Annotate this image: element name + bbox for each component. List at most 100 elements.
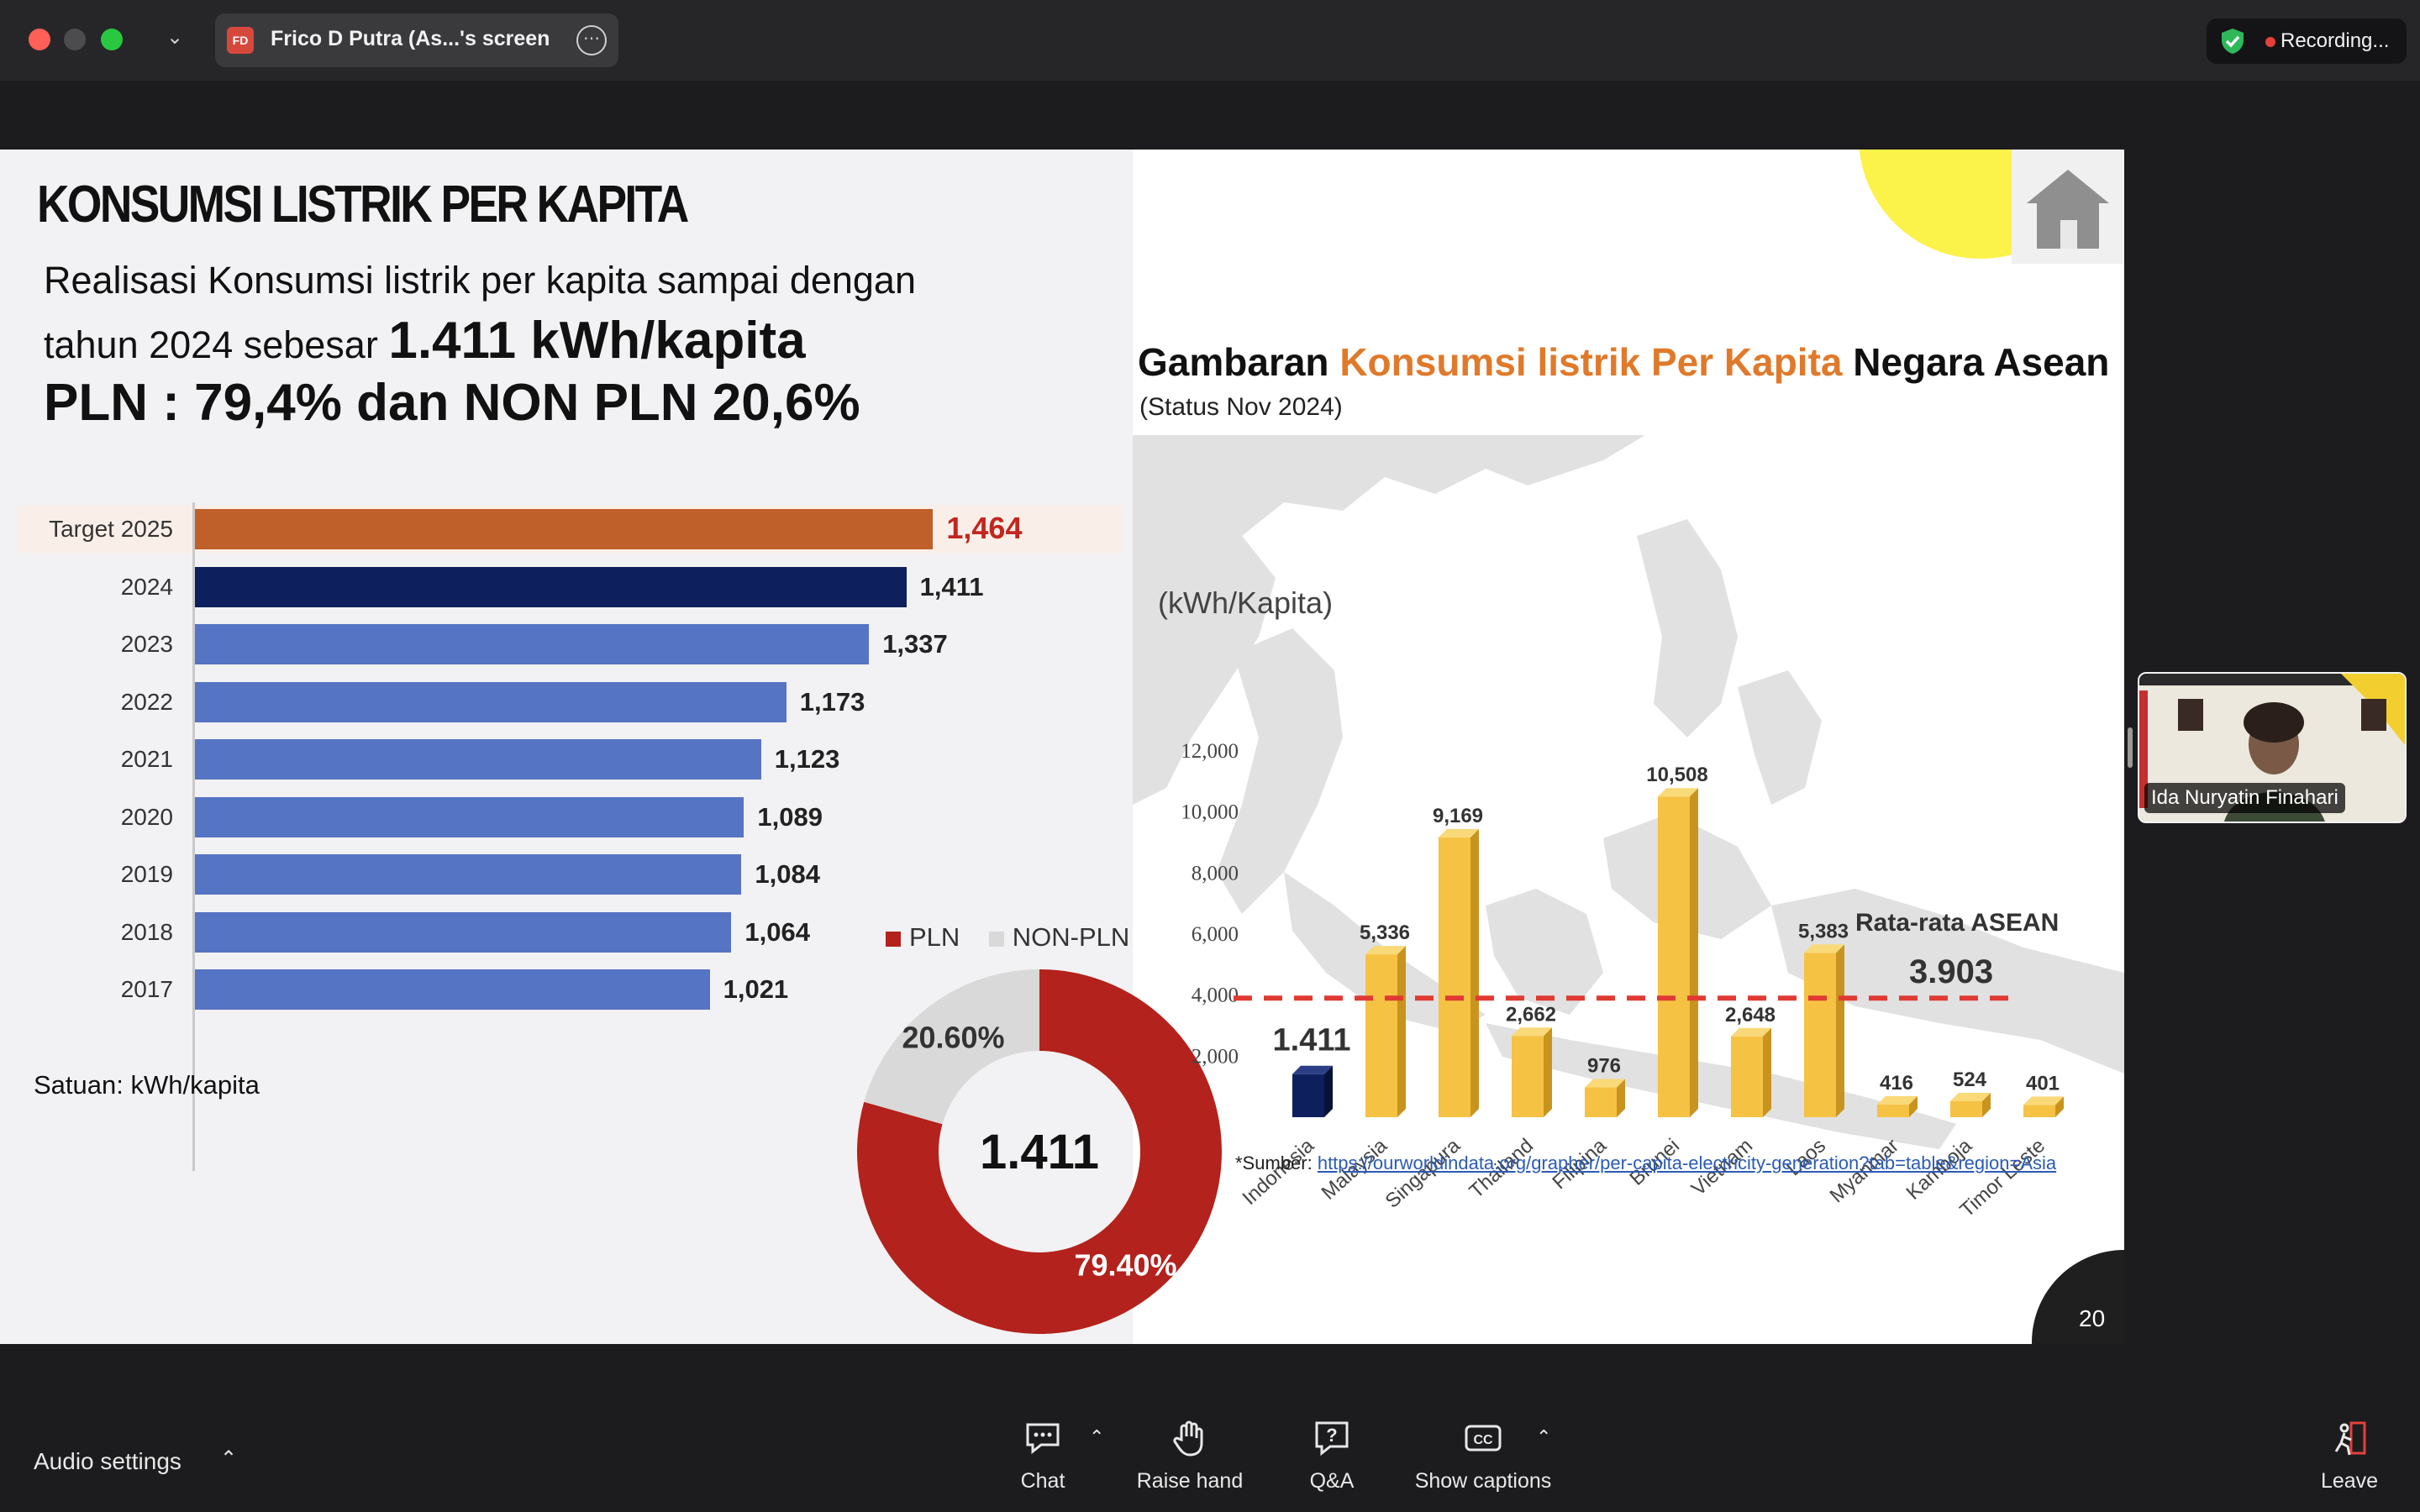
minimize-window-button[interactable] bbox=[64, 29, 86, 50]
bar-mark bbox=[195, 911, 732, 953]
column-bar-top bbox=[1585, 1079, 1625, 1088]
leave-label: Leave bbox=[2320, 1469, 2379, 1493]
svg-text:?: ? bbox=[1326, 1425, 1337, 1446]
screen-share-indicator[interactable]: FD Frico D Putra (As...'s screen ⋯ bbox=[215, 13, 618, 67]
recording-dot-icon bbox=[2265, 37, 2275, 47]
question-icon: ? bbox=[1315, 1421, 1349, 1457]
bar-category-label: 2023 bbox=[120, 631, 173, 657]
chat-caret-icon[interactable]: ⌃ bbox=[1089, 1426, 1105, 1447]
y-tick-label: 12,000 bbox=[1181, 740, 1239, 763]
legend-swatch-pln bbox=[886, 931, 901, 947]
y-tick-label: 4,000 bbox=[1192, 984, 1239, 1007]
asean-title-part-b: Konsumsi listrik Per Kapita bbox=[1339, 340, 1843, 384]
raise-hand-button[interactable]: Raise hand bbox=[1131, 1418, 1249, 1494]
bar-mark bbox=[195, 969, 710, 1010]
column-bar-side bbox=[1909, 1095, 1918, 1117]
bar-mark bbox=[195, 796, 744, 837]
recording-indicator[interactable]: Recording... bbox=[2207, 18, 2407, 64]
column-bar-side bbox=[1617, 1079, 1625, 1117]
bar-value-label: 1,337 bbox=[882, 629, 948, 659]
bar-mark bbox=[195, 509, 934, 549]
recording-label: Recording... bbox=[2281, 29, 2390, 52]
bar-category-label: 2024 bbox=[120, 573, 173, 600]
chat-button[interactable]: Chat bbox=[1005, 1418, 1081, 1494]
page-number: 20 bbox=[2079, 1305, 2106, 1331]
qa-label: Q&A bbox=[1309, 1469, 1355, 1493]
donut-value-label: 20.60% bbox=[902, 1020, 1004, 1054]
bar-chart-axis bbox=[192, 502, 195, 1171]
column-bar-side bbox=[1470, 828, 1479, 1117]
chevron-down-icon[interactable]: ⌄ bbox=[166, 26, 184, 49]
bar-value-label: 1,064 bbox=[744, 916, 810, 947]
column-bar bbox=[1658, 796, 1690, 1117]
column-value-label: 416 bbox=[1880, 1072, 1913, 1095]
column-bar bbox=[1365, 954, 1397, 1117]
maximize-window-button[interactable] bbox=[101, 29, 123, 50]
column-bar-side bbox=[1690, 788, 1698, 1117]
captions-caret-icon[interactable]: ⌃ bbox=[1536, 1426, 1552, 1447]
bar-value-label: 1,123 bbox=[774, 744, 840, 774]
bar-value-label: 1,411 bbox=[919, 571, 984, 601]
closed-captions-icon: CC bbox=[1465, 1425, 1502, 1452]
column-bar bbox=[2023, 1105, 2055, 1117]
column-value-label: 2,648 bbox=[1725, 1004, 1776, 1026]
raise-hand-label: Raise hand bbox=[1136, 1469, 1244, 1493]
slide-subtitle-line1: Realisasi Konsumsi listrik per kapita sa… bbox=[44, 259, 916, 302]
y-tick-label: 8,000 bbox=[1192, 862, 1239, 885]
chat-icon bbox=[1026, 1423, 1060, 1455]
source-note: *Sumber: https://ourworldindata.org/grap… bbox=[1235, 1152, 2056, 1174]
column-value-label: 976 bbox=[1587, 1055, 1621, 1078]
column-bar bbox=[1950, 1100, 1982, 1117]
bar-category-label: 2022 bbox=[120, 688, 173, 715]
legend-pln: PLN bbox=[909, 922, 960, 952]
column-bar-side bbox=[1836, 944, 1844, 1117]
source-prefix: *Sumber: bbox=[1235, 1152, 1318, 1173]
column-bar bbox=[1439, 837, 1470, 1117]
column-bar bbox=[1512, 1036, 1544, 1117]
column-value-label: 524 bbox=[1953, 1068, 1987, 1091]
column-bar bbox=[1877, 1104, 1909, 1117]
tile-drag-handle[interactable] bbox=[2128, 727, 2133, 768]
column-bar-top bbox=[1658, 788, 1698, 797]
column-bar bbox=[1804, 953, 1836, 1117]
sharer-avatar: FD bbox=[227, 27, 254, 54]
asean-title-part-a: Gambaran bbox=[1138, 340, 1340, 384]
close-window-button[interactable] bbox=[29, 29, 50, 50]
bar-category-label: 2019 bbox=[120, 861, 173, 887]
bar-mark bbox=[195, 681, 786, 722]
show-captions-button[interactable]: CC Show captions bbox=[1412, 1418, 1555, 1494]
pln-share-donut-chart: 79.40% 20.60% 1.411 bbox=[857, 969, 1222, 1334]
slide-subtitle-line2: tahun 2024 sebesar 1.411 kWh/kapita bbox=[44, 311, 806, 370]
column-bar-top bbox=[1804, 944, 1844, 953]
y-tick-label: 2,000 bbox=[1192, 1045, 1239, 1068]
qa-button[interactable]: ? Q&A bbox=[1294, 1418, 1370, 1494]
source-link[interactable]: https://ourworldindata.org/grapher/per-c… bbox=[1317, 1152, 2057, 1173]
legend-swatch-non-pln bbox=[988, 931, 1004, 947]
column-bar-side bbox=[1763, 1027, 1771, 1117]
participant-video-tile[interactable]: Ida Nuryatin Finahari bbox=[2138, 672, 2407, 823]
column-value-label: 1.411 bbox=[1273, 1023, 1351, 1058]
home-button[interactable] bbox=[2012, 150, 2124, 264]
bar-category-label: 2020 bbox=[120, 803, 173, 830]
slide-title: KONSUMSI LISTRIK PER KAPITA bbox=[37, 176, 689, 234]
audio-settings-button[interactable]: Audio settings bbox=[34, 1448, 182, 1474]
bar-value-label: 1,084 bbox=[755, 859, 820, 889]
column-bar-top bbox=[1950, 1092, 1991, 1101]
leave-button[interactable]: Leave bbox=[2316, 1418, 2383, 1494]
audio-settings-caret-icon[interactable]: ⌃ bbox=[220, 1447, 238, 1470]
bar-category-label: 2021 bbox=[120, 746, 173, 772]
shared-slide: KONSUMSI LISTRIK PER KAPITA Realisasi Ko… bbox=[0, 150, 2124, 1344]
legend-non-pln: NON-PLN bbox=[1012, 922, 1130, 952]
column-bar-top bbox=[1292, 1065, 1333, 1074]
more-options-icon[interactable]: ⋯ bbox=[576, 25, 607, 55]
show-captions-label: Show captions bbox=[1414, 1469, 1552, 1493]
participant-name: Ida Nuryatin Finahari bbox=[2144, 783, 2345, 813]
slide-subtitle-line3: PLN : 79,4% dan NON PLN 20,6% bbox=[44, 374, 860, 432]
donut-value-label: 79.40% bbox=[1074, 1248, 1176, 1283]
leave-icon bbox=[2334, 1421, 2366, 1456]
column-bar bbox=[1292, 1074, 1324, 1117]
svg-text:CC: CC bbox=[1473, 1433, 1493, 1447]
title-bar: ⌄ FD Frico D Putra (As...'s screen ⋯ Rec… bbox=[0, 0, 2420, 81]
column-bar-top bbox=[1439, 828, 1479, 837]
